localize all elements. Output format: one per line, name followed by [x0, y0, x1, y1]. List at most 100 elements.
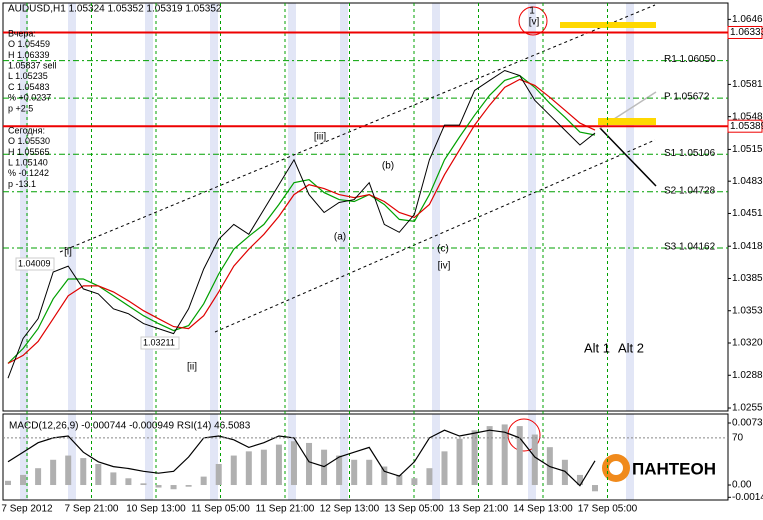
macd-bar — [321, 449, 328, 486]
macd-bar — [426, 468, 433, 486]
macd-bar — [35, 468, 42, 486]
macd-bar — [501, 424, 508, 486]
macd-bar — [396, 474, 403, 486]
wave-label: (c) — [437, 244, 449, 255]
indicator-title: MACD(12,26,9) -0.000744 -0.000949 RSI(14… — [9, 421, 251, 432]
info-text: H 1.06339 — [8, 50, 50, 60]
info-text: L 1.05235 — [8, 71, 48, 81]
macd-bar — [5, 480, 11, 486]
info-text: % -0.1242 — [8, 168, 49, 178]
macd-bar — [140, 483, 147, 486]
y-tick-label: 1.03855 — [732, 273, 763, 284]
macd-bar — [80, 458, 87, 486]
x-tick-label: 13 Sep 05:00 — [384, 504, 444, 515]
alt-label: Alt 1 — [584, 340, 610, 355]
y-tick-label: 70 — [732, 433, 744, 444]
session-band — [288, 3, 296, 411]
macd-bar — [516, 426, 523, 486]
y-tick-label: 1.05810 — [732, 79, 763, 90]
y-tick-label: 1.06465 — [732, 14, 763, 25]
alt1-path — [599, 127, 657, 187]
marker-label: 1.03211 — [143, 337, 175, 347]
macd-bar — [456, 438, 463, 486]
wave-label: (b) — [382, 161, 394, 172]
info-text: Сегодня: — [8, 125, 45, 135]
macd-bar — [185, 485, 192, 487]
wave-label: [iii] — [314, 132, 326, 143]
x-tick-label: 11 Sep 21:00 — [256, 504, 315, 515]
y-tick-label: 1.05155 — [732, 144, 763, 155]
macd-bar — [215, 463, 222, 486]
x-tick-label: 7 Sep 21:00 — [65, 504, 119, 515]
session-band — [626, 414, 634, 500]
macd-bar — [20, 474, 27, 486]
x-tick-label: 7 Sep 2012 — [1, 504, 53, 515]
macd-bar — [125, 478, 132, 486]
wave-label: [v] — [529, 17, 540, 28]
y-tick-label: 1.05485 — [732, 111, 763, 122]
macd-bar — [366, 459, 373, 486]
logo: ПАНТЕОН — [602, 454, 716, 482]
info-text: % +0.0237 — [8, 93, 51, 103]
wave-label: (a) — [334, 232, 346, 243]
info-text: O 1.05530 — [8, 136, 50, 146]
rsi-line — [7, 429, 596, 487]
macd-bar — [245, 451, 252, 486]
session-band — [340, 3, 348, 411]
alt-label: Alt 2 — [618, 340, 644, 355]
x-tick-label: 12 Sep 13:00 — [320, 504, 380, 515]
y-tick-label: 1.04835 — [732, 176, 763, 187]
info-text: C 1.05483 — [8, 82, 50, 92]
session-band — [68, 414, 76, 500]
macd-bar — [155, 485, 162, 488]
key-level-box — [727, 119, 763, 133]
session-band — [68, 3, 76, 411]
macd-bar — [95, 463, 102, 486]
pivot-label: S1 1.05106 — [664, 148, 716, 159]
x-tick-label: 11 Sep 05:00 — [191, 504, 250, 515]
wave-label: 1 — [529, 6, 535, 17]
macd-bar — [170, 485, 177, 490]
info-text: Вчера: — [8, 28, 36, 38]
info-text: p +2.5 — [8, 103, 33, 113]
channel-upper — [59, 4, 656, 253]
session-band — [432, 414, 440, 500]
macd-bar — [230, 455, 237, 486]
macd-bar — [531, 434, 538, 486]
macd-bar — [50, 459, 57, 486]
session-band — [210, 3, 218, 411]
session-band — [340, 414, 348, 500]
x-tick-label: 13 Sep 21:00 — [449, 504, 509, 515]
session-band — [626, 3, 634, 411]
channel-lower — [214, 139, 656, 333]
key-level-label: 1.06333 — [730, 27, 763, 38]
session-band — [432, 3, 440, 411]
y-tick-label: 1.02550 — [732, 403, 763, 414]
x-tick-label: 10 Sep 13:00 — [126, 504, 186, 515]
macd-bar — [471, 430, 478, 486]
y2-tick-label: 0.00 — [732, 480, 752, 491]
target-zone — [598, 118, 656, 125]
marker-box — [140, 336, 180, 350]
highlight-circle — [507, 418, 541, 452]
macd-bar — [336, 455, 343, 486]
macd-bar — [486, 426, 493, 486]
macd-bar — [592, 485, 598, 492]
macd-bar — [260, 449, 267, 486]
macd-bar — [200, 476, 207, 486]
macd-bar — [411, 478, 418, 486]
main-frame — [2, 2, 729, 412]
y2-tick-label: 0.007369 — [732, 418, 763, 429]
session-band — [20, 3, 28, 411]
price-line — [7, 74, 596, 364]
y-tick-label: 1.03530 — [732, 305, 763, 316]
macd-bar — [351, 459, 358, 486]
macd-bar — [290, 441, 297, 486]
logo-icon — [609, 461, 623, 475]
info-text: O 1.05459 — [8, 39, 50, 49]
pivot-label: S2 1.04728 — [664, 185, 716, 196]
macd-bar — [110, 472, 117, 486]
price-line — [7, 78, 596, 364]
macd-bar — [275, 444, 282, 486]
